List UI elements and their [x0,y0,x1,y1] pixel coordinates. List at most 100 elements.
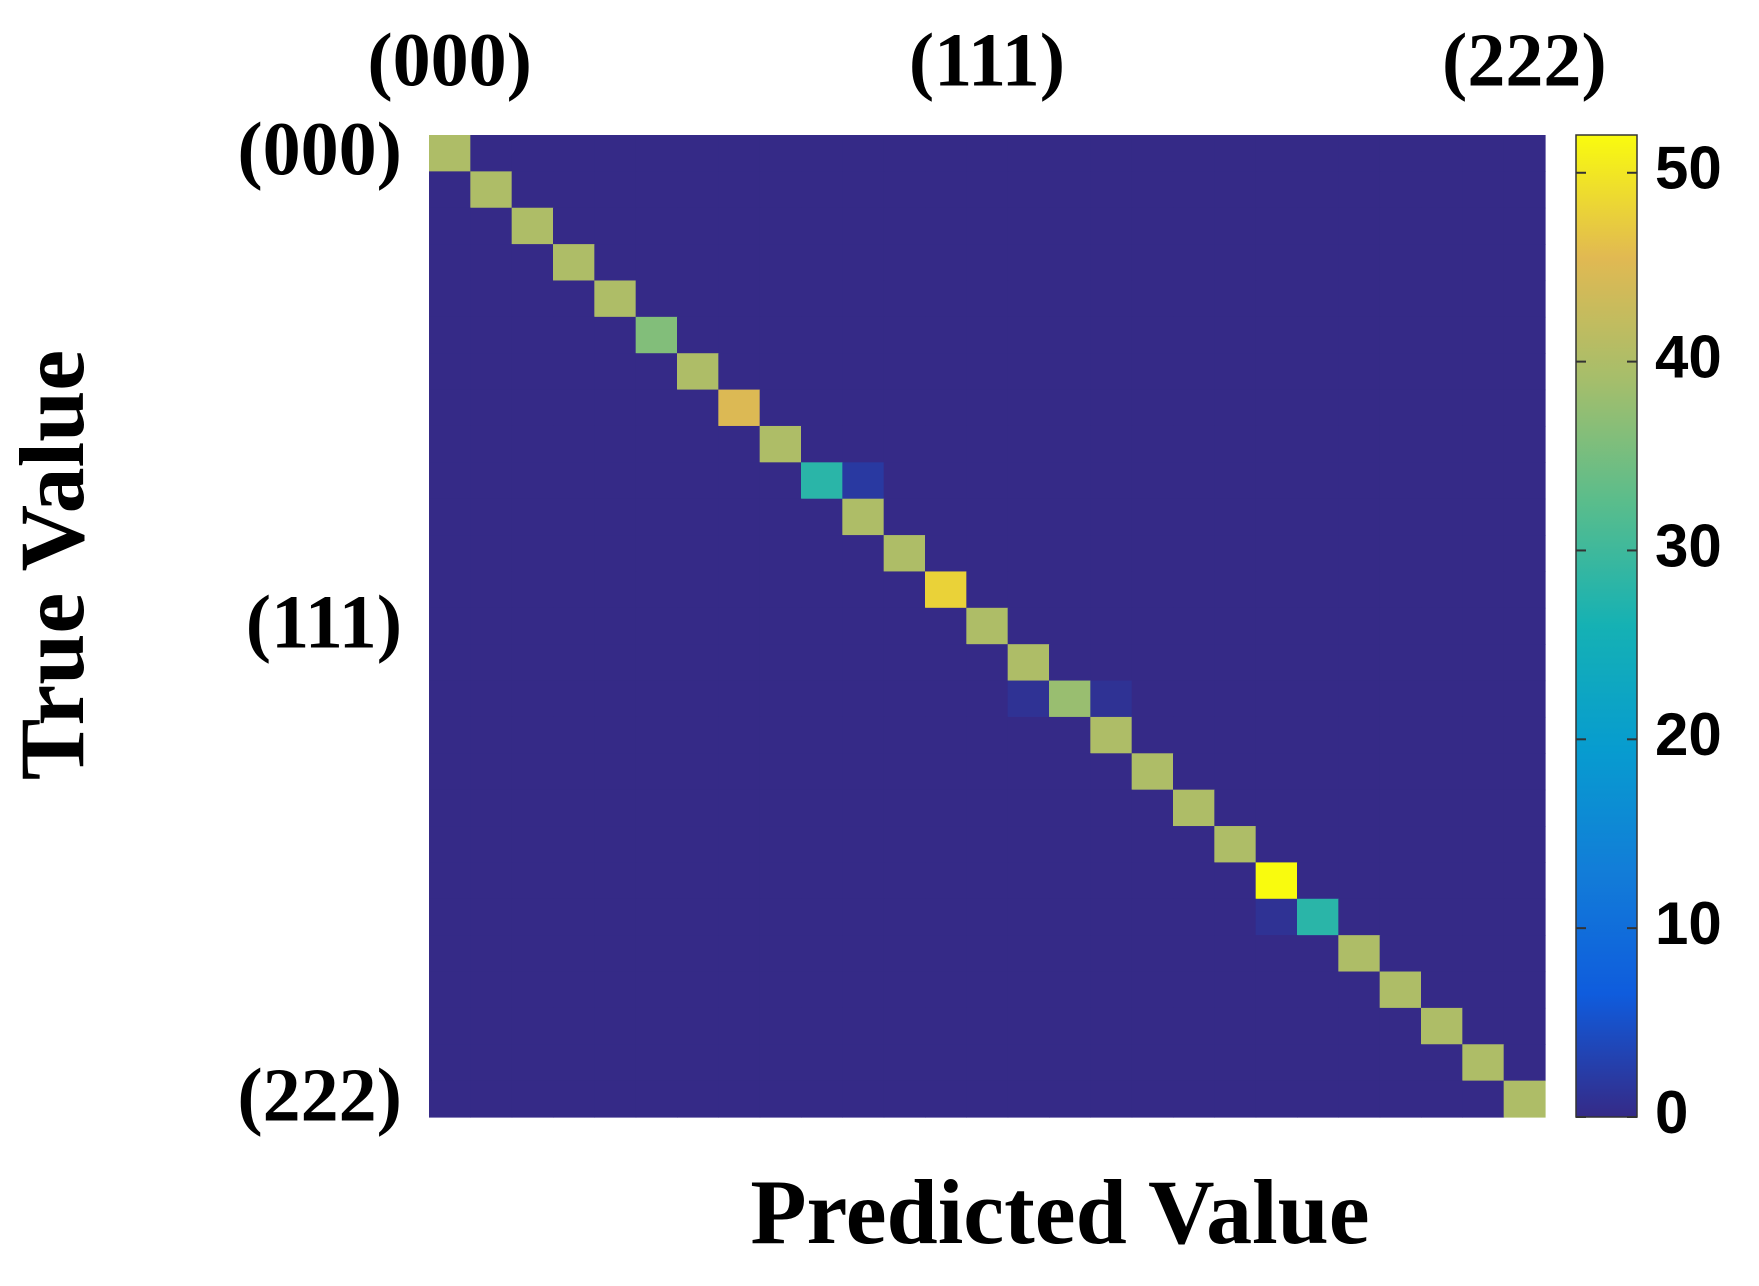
heatmap-cell [1049,389,1091,427]
heatmap-cell [1090,935,1133,973]
heatmap-cell [842,280,885,318]
heatmap-cell [1090,498,1133,536]
heatmap-cell [801,971,843,1009]
heatmap-cell [1214,280,1257,318]
heatmap-cell [1090,571,1133,609]
heatmap-cell [1503,535,1546,573]
heatmap-cell [635,389,678,427]
heatmap-cell [883,680,926,718]
heatmap-cell [1214,571,1257,609]
heatmap-cell [966,280,1009,318]
heatmap-cell [966,207,1009,245]
heatmap-cell [925,898,967,936]
heatmap-cell [1007,716,1050,754]
heatmap-cell [842,316,885,354]
colorbar-tick-label: 10 [1655,890,1722,957]
heatmap-cell [635,1044,678,1082]
heatmap-cell [470,244,513,282]
heatmap-cell [1131,244,1174,282]
heatmap-cell [677,353,719,391]
heatmap-cell [553,898,595,936]
heatmap-cell [1090,789,1133,827]
heatmap-cell [594,1080,637,1118]
heatmap-cell [925,462,967,500]
heatmap-cell [1503,389,1546,427]
heatmap-cell [1379,498,1422,536]
heatmap-cell [594,425,637,463]
heatmap-cell [1503,789,1546,827]
heatmap-cell [842,644,885,682]
heatmap-cell [1131,135,1174,172]
heatmap-cell [677,498,719,536]
heatmap-cell [1007,571,1050,609]
heatmap-cell [1090,680,1133,718]
heatmap-cell [1049,425,1091,463]
heatmap-cell [925,1080,967,1118]
heatmap-cell [1049,971,1091,1009]
heatmap-cell [1297,316,1339,354]
heatmap-cell [594,644,637,682]
heatmap-cell [1503,207,1546,245]
heatmap-cell [842,1080,885,1118]
heatmap-cell [718,571,761,609]
heatmap-cell [1255,571,1298,609]
heatmap-cell [1297,353,1339,391]
heatmap-cell [1421,135,1463,172]
heatmap-cell [1338,935,1381,973]
colorbar-tick-label: 20 [1655,701,1722,768]
heatmap-cell [759,462,802,500]
heatmap-cell [1131,716,1174,754]
heatmap-cell [966,135,1009,172]
heatmap-cell [1007,935,1050,973]
heatmap-cell [1131,498,1174,536]
heatmap-cell [759,826,802,864]
heatmap-cell [635,898,678,936]
heatmap-cell [677,316,719,354]
heatmap-cell [1338,316,1381,354]
heatmap-cell [1338,135,1381,172]
heatmap-cell [594,607,637,645]
heatmap-cell [429,462,471,500]
heatmap-cell [1503,353,1546,391]
heatmap-cell [511,135,554,172]
heatmap-cell [759,1080,802,1118]
heatmap-cell [1131,389,1174,427]
heatmap-cell [429,244,471,282]
heatmap-cell [842,789,885,827]
heatmap-cell [966,753,1009,791]
heatmap-cell [553,607,595,645]
heatmap-cell [925,135,967,172]
heatmap-cell [883,753,926,791]
heatmap-cell [470,171,513,209]
heatmap-cell [1214,244,1257,282]
heatmap-cell [594,680,637,718]
heatmap-cell [759,535,802,573]
heatmap-cell [718,207,761,245]
heatmap-cell [1379,716,1422,754]
heatmap-cell [925,425,967,463]
heatmap-cell [677,244,719,282]
heatmap-cell [1462,353,1505,391]
heatmap-cell [1379,607,1422,645]
heatmap-cell [1049,244,1091,282]
heatmap-cell [718,862,761,900]
heatmap-cell [429,498,471,536]
heatmap-cell [1462,389,1505,427]
heatmap-cell [842,571,885,609]
heatmap-cell [801,389,843,427]
colorbar-tick-label: 50 [1655,135,1722,202]
heatmap-cell [1090,353,1133,391]
heatmap-cell [1379,971,1422,1009]
heatmap-cell [1462,244,1505,282]
heatmap-cell [1007,1044,1050,1082]
heatmap-cell [1379,571,1422,609]
heatmap-cell [842,753,885,791]
heatmap-cell [1090,716,1133,754]
heatmap-cell [429,171,471,209]
heatmap-cell [1255,353,1298,391]
heatmap-cell [842,862,885,900]
heatmap-cell [594,1007,637,1045]
heatmap-cell [1090,644,1133,682]
x-tick-label: (222) [1442,18,1607,102]
